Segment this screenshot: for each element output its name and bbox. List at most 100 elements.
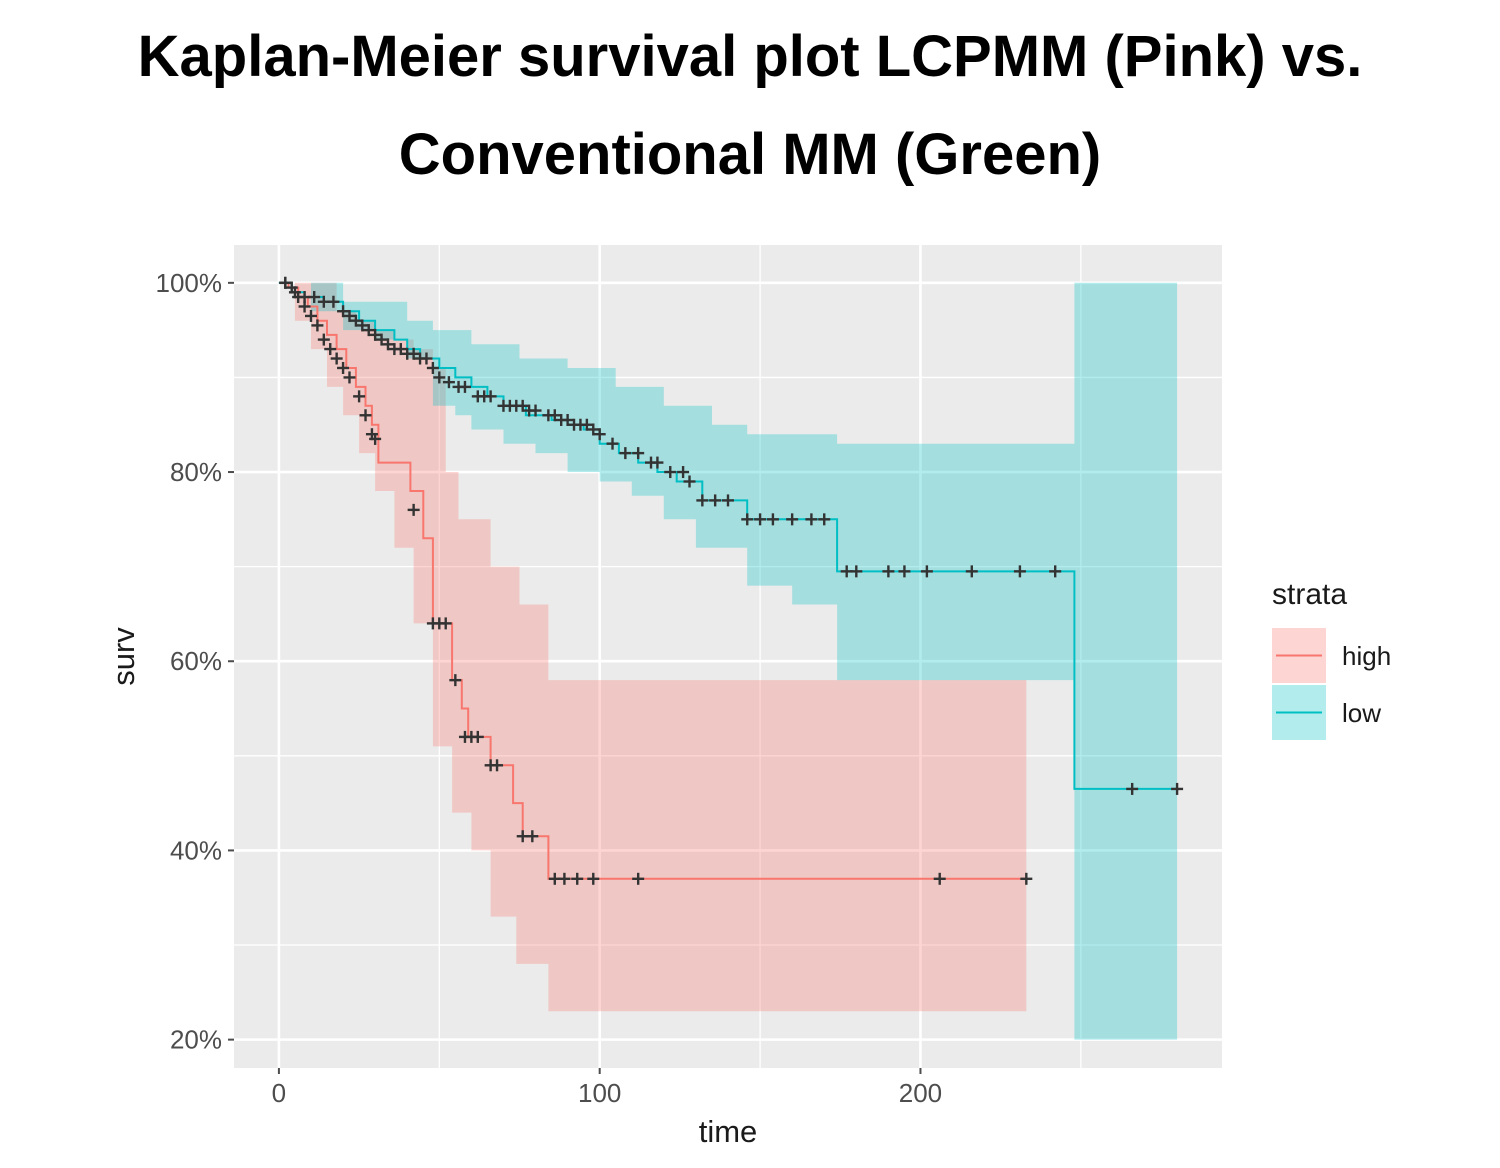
legend-label-high: high <box>1342 641 1391 671</box>
censor-mark-low <box>279 276 292 289</box>
y-axis-title: surv <box>106 627 141 686</box>
censor-mark-high <box>439 617 452 630</box>
ci-band-low <box>278 282 1178 1040</box>
censor-mark-low <box>580 418 593 431</box>
censor-mark-high <box>369 432 382 445</box>
censor-mark-low <box>362 324 375 337</box>
censor-mark-low <box>677 466 690 479</box>
x-tick-label: 0 <box>272 1078 286 1108</box>
censor-mark-high <box>1020 872 1033 885</box>
censor-mark-low <box>632 447 645 460</box>
censor-mark-low <box>381 338 394 351</box>
censor-mark-low <box>356 319 369 332</box>
censor-mark-low <box>683 475 696 488</box>
censor-mark-high <box>571 872 584 885</box>
censor-mark-low <box>664 466 677 479</box>
censor-mark-low <box>1049 565 1062 578</box>
censor-mark-low <box>369 328 382 341</box>
censor-mark-low <box>850 565 863 578</box>
censor-mark-low <box>818 513 831 526</box>
ci-band-high <box>278 282 1027 1012</box>
x-tick-label: 100 <box>578 1078 621 1108</box>
censor-mark-high <box>317 333 330 346</box>
censor-mark-low <box>696 494 709 507</box>
censor-mark-low <box>606 437 619 450</box>
chart-title-line-1: Kaplan-Meier survival plot LCPMM (Pink) … <box>137 24 1363 89</box>
censor-mark-low <box>587 423 600 436</box>
censor-marks <box>279 276 1184 885</box>
y-tick-label: 80% <box>170 457 222 487</box>
censor-mark-low <box>308 291 321 304</box>
x-axis-title: time <box>699 1114 758 1149</box>
censor-mark-low <box>433 371 446 384</box>
censor-mark-high <box>632 872 645 885</box>
censor-mark-low <box>722 494 734 507</box>
censor-mark-low <box>548 409 561 422</box>
censor-mark-high <box>407 503 420 516</box>
censor-mark-low <box>484 390 497 403</box>
censor-mark-low <box>343 309 356 322</box>
censor-mark-low <box>1171 782 1184 795</box>
censor-mark-high <box>353 390 366 403</box>
confidence-bands <box>278 282 1178 1040</box>
censor-mark-high <box>449 674 462 687</box>
censor-mark-high <box>526 830 539 843</box>
censor-mark-high <box>491 759 504 772</box>
censor-mark-low <box>426 361 439 374</box>
censor-mark-high <box>304 309 317 322</box>
grid-lines <box>234 245 1222 1068</box>
chart-title-line-2: Conventional MM (Green) <box>398 122 1102 187</box>
censor-mark-high <box>933 872 946 885</box>
legend-title: strata <box>1272 578 1347 611</box>
censor-mark-low <box>327 295 340 308</box>
censor-mark-low <box>337 305 350 318</box>
censor-mark-low <box>619 447 632 460</box>
censor-mark-low <box>1126 782 1139 795</box>
y-tick-label: 20% <box>170 1025 222 1055</box>
censor-mark-high <box>311 319 324 332</box>
censor-mark-low <box>442 376 455 389</box>
survival-line-high <box>278 281 1027 880</box>
x-tick-label: 200 <box>899 1078 942 1108</box>
censor-mark-low <box>529 404 542 417</box>
censor-mark-low <box>407 347 420 360</box>
censor-mark-high <box>558 872 571 885</box>
censor-mark-low <box>898 565 911 578</box>
censor-mark-low <box>920 565 933 578</box>
censor-mark-low <box>349 314 362 327</box>
censor-mark-low <box>651 456 664 469</box>
censor-mark-low <box>288 286 301 299</box>
censor-mark-low <box>375 333 388 346</box>
censor-mark-low <box>516 399 529 412</box>
censor-mark-low <box>805 513 818 526</box>
y-tick-label: 60% <box>170 646 222 676</box>
legend: strata high low <box>1272 578 1391 740</box>
y-tick-label: 100% <box>156 268 223 298</box>
axes: 20% 40% 60% 80% 100% 0 100 200 time surv <box>106 268 942 1149</box>
censor-mark-high <box>343 371 356 384</box>
plot-panel <box>234 245 1222 1068</box>
censor-mark-low <box>394 343 407 356</box>
censor-mark-high <box>330 352 343 365</box>
censor-mark-high <box>587 872 600 885</box>
censor-mark-low <box>420 352 433 365</box>
censor-mark-low <box>1013 565 1026 578</box>
censor-mark-high <box>359 409 372 422</box>
legend-label-low: low <box>1342 698 1381 728</box>
censor-mark-low <box>965 565 978 578</box>
chart-title: Kaplan-Meier survival plot LCPMM (Pink) … <box>0 8 1500 204</box>
censor-mark-low <box>882 565 895 578</box>
censor-mark-low <box>786 513 799 526</box>
censor-mark-low <box>766 513 779 526</box>
censor-mark-low <box>754 513 767 526</box>
y-tick-label: 40% <box>170 835 222 865</box>
censor-mark-low <box>561 414 574 427</box>
censor-mark-low <box>709 494 722 507</box>
censor-mark-high <box>324 343 337 356</box>
censor-mark-high <box>471 730 484 743</box>
censor-mark-high <box>337 361 350 374</box>
censor-mark-low <box>458 380 471 393</box>
censor-mark-low <box>593 428 606 441</box>
censor-mark-low <box>741 513 754 526</box>
